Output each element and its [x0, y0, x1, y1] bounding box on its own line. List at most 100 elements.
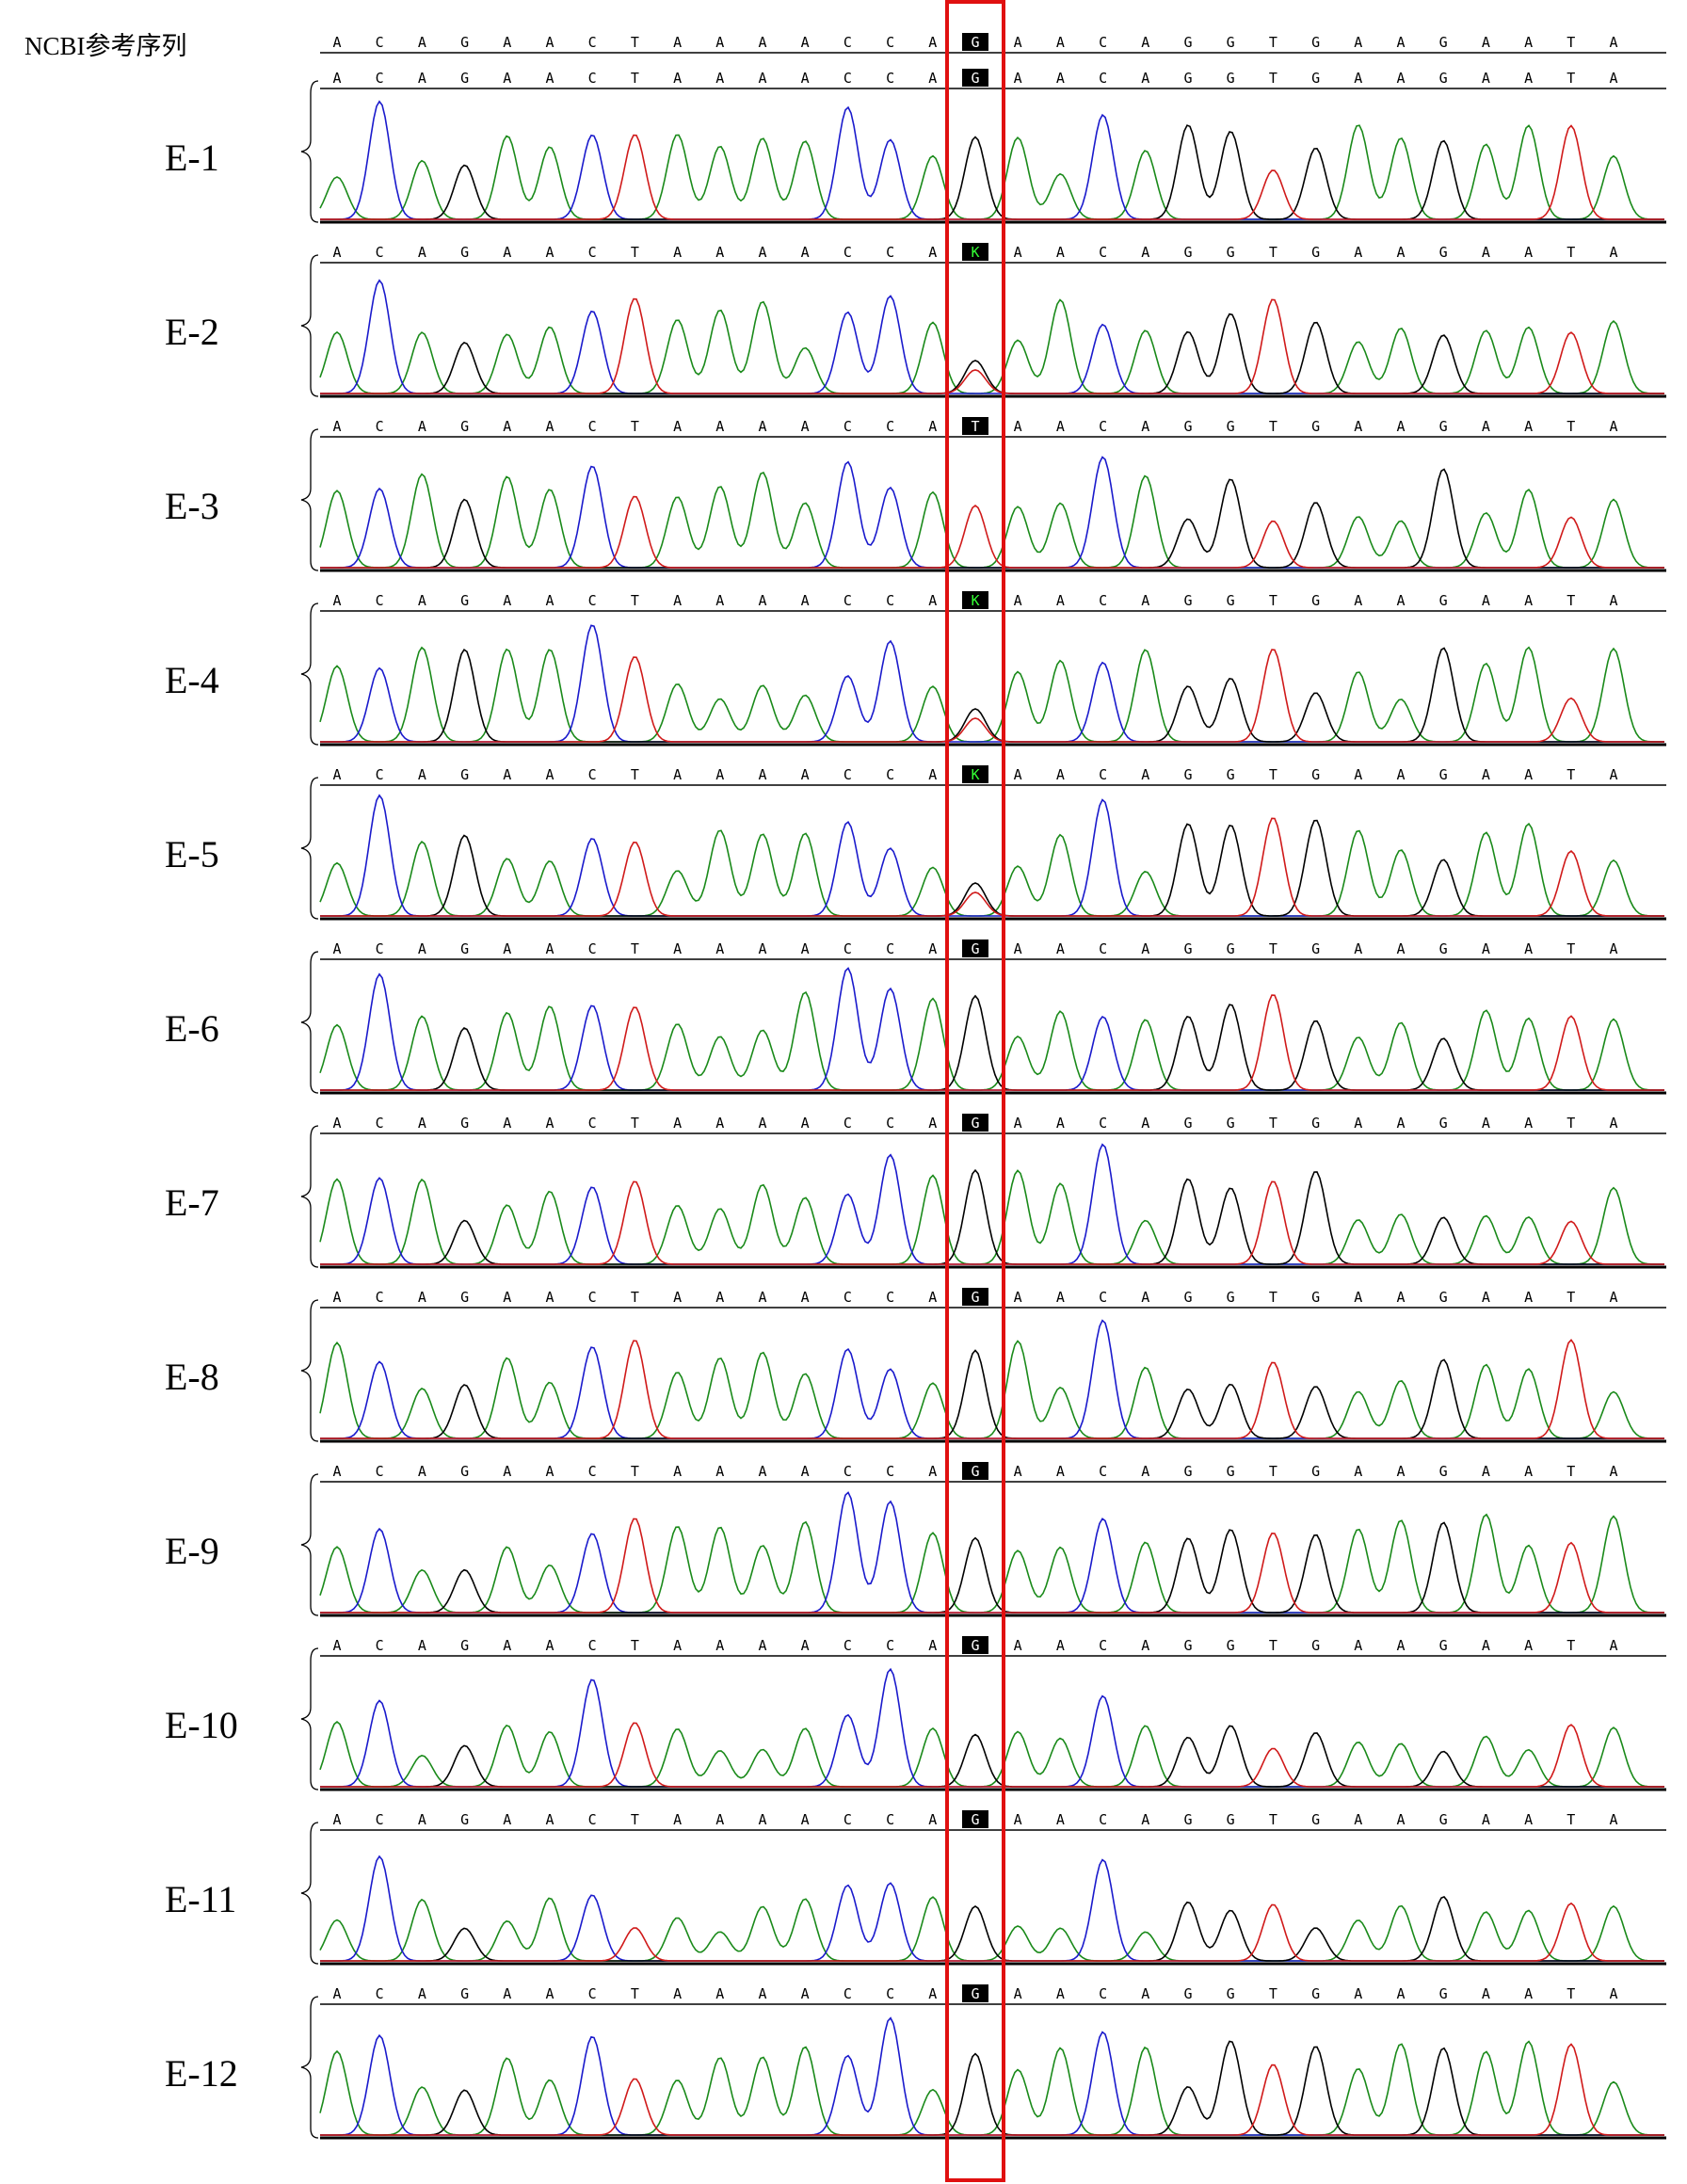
highlight-cell	[962, 1114, 988, 1132]
base: G	[1439, 34, 1448, 51]
base: C	[886, 766, 894, 783]
base: C	[1099, 1289, 1107, 1306]
base: A	[1482, 1985, 1490, 2002]
trace	[320, 2043, 1664, 2136]
base: A	[1396, 940, 1405, 957]
base: G	[460, 1289, 469, 1306]
base: T	[631, 1115, 639, 1132]
highlight-box	[945, 0, 1005, 2182]
base: T	[1566, 940, 1575, 957]
base: A	[1354, 1463, 1362, 1480]
base: T	[1566, 70, 1575, 87]
sample-label: E-7	[165, 1181, 219, 1224]
base: A	[1014, 1637, 1022, 1654]
base: A	[801, 766, 810, 783]
base: A	[1014, 34, 1022, 51]
base: C	[844, 70, 852, 87]
base: A	[332, 34, 341, 51]
base: C	[1099, 1985, 1107, 2002]
base: C	[588, 1811, 597, 1828]
highlight-cell	[962, 765, 988, 783]
base: C	[844, 418, 852, 435]
base: C	[588, 418, 597, 435]
base: A	[715, 1463, 724, 1480]
base: A	[1141, 592, 1149, 609]
base: T	[631, 940, 639, 957]
base: A	[758, 244, 766, 261]
base: A	[1609, 1289, 1617, 1306]
trace	[320, 124, 1664, 220]
base: T	[971, 418, 979, 435]
base: C	[376, 34, 384, 51]
base: A	[715, 418, 724, 435]
base: A	[503, 1637, 511, 1654]
base: G	[1311, 766, 1320, 783]
base: A	[503, 766, 511, 783]
brace	[300, 602, 319, 746]
brace	[300, 1473, 319, 1616]
base: A	[715, 1985, 724, 2002]
base: G	[1439, 1115, 1448, 1132]
base: G	[460, 34, 469, 51]
base: G	[1183, 1811, 1192, 1828]
base: A	[503, 418, 511, 435]
base: A	[1482, 1637, 1490, 1654]
base: G	[460, 1637, 469, 1654]
base: T	[1566, 1985, 1575, 2002]
base: A	[715, 34, 724, 51]
base: A	[332, 940, 341, 957]
base: A	[1396, 1811, 1405, 1828]
base: G	[1183, 418, 1192, 435]
base: A	[1014, 766, 1022, 783]
base: A	[332, 418, 341, 435]
trace	[320, 1725, 1664, 1788]
trace	[319, 990, 1664, 1091]
base: C	[588, 766, 597, 783]
base: A	[418, 940, 426, 957]
base: A	[715, 1811, 724, 1828]
base: A	[801, 1811, 810, 1828]
base: G	[1311, 34, 1320, 51]
trace	[320, 124, 1664, 220]
base: A	[1524, 1811, 1533, 1828]
base: A	[418, 592, 426, 609]
base: G	[1439, 418, 1448, 435]
base: C	[844, 1289, 852, 1306]
base: C	[886, 34, 894, 51]
base: A	[1609, 70, 1617, 87]
trace	[320, 967, 1664, 1091]
base: A	[1141, 1985, 1149, 2002]
base: A	[418, 766, 426, 783]
base: A	[503, 34, 511, 51]
highlight-cell	[962, 1462, 988, 1480]
base: A	[758, 70, 766, 87]
base: K	[971, 766, 979, 783]
base: A	[801, 70, 810, 87]
base: A	[1524, 244, 1533, 261]
base: C	[1099, 592, 1107, 609]
base: A	[928, 940, 937, 957]
base: G	[971, 1637, 979, 1654]
base: A	[332, 244, 341, 261]
base: G	[1439, 70, 1448, 87]
base: A	[1141, 1637, 1149, 1654]
base: G	[460, 1811, 469, 1828]
base: T	[1269, 1115, 1277, 1132]
base: G	[971, 1463, 979, 1480]
base: A	[1524, 70, 1533, 87]
base: A	[1354, 244, 1362, 261]
base: A	[758, 940, 766, 957]
base: A	[715, 940, 724, 957]
sample-label: E-2	[165, 311, 219, 353]
base: A	[1609, 1115, 1617, 1132]
base: A	[1014, 1985, 1022, 2002]
base: A	[928, 766, 937, 783]
base: A	[928, 1637, 937, 1654]
base: G	[1227, 1985, 1235, 2002]
trace	[320, 100, 1664, 220]
base: C	[588, 1115, 597, 1132]
base: A	[1609, 1811, 1617, 1828]
base: A	[801, 592, 810, 609]
base: C	[376, 1985, 384, 2002]
highlight-cell	[962, 591, 988, 609]
